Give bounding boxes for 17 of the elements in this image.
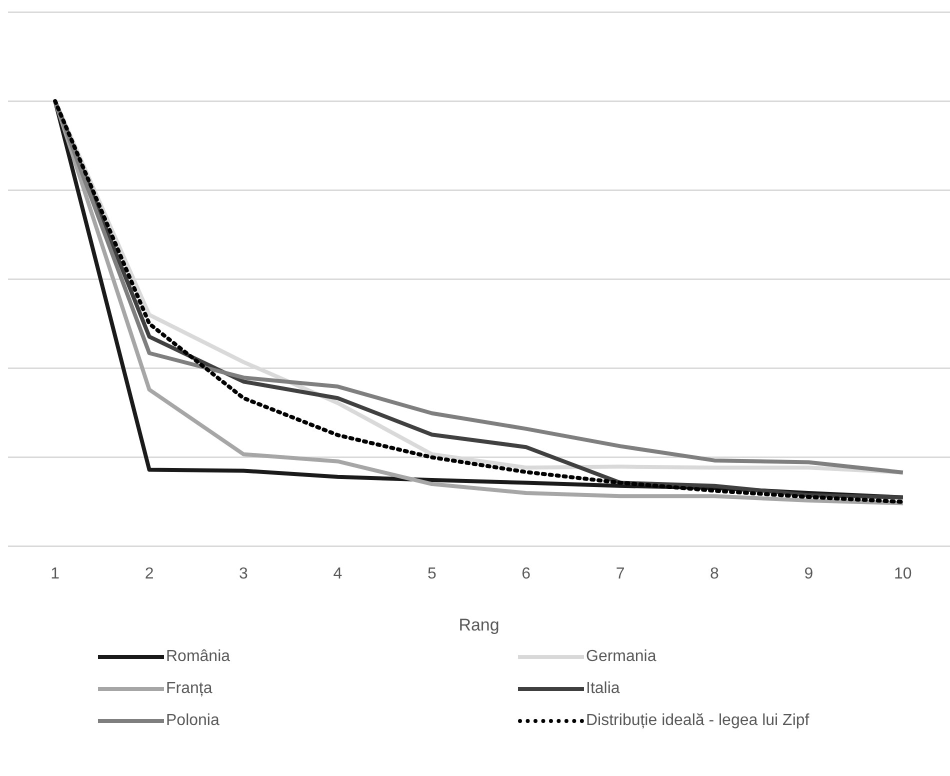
legend-label: Germania <box>586 648 656 666</box>
x-tick-label: 10 <box>894 565 912 582</box>
x-tick-label: 5 <box>427 565 436 582</box>
x-tick-label: 8 <box>710 565 720 582</box>
legend-label: Polonia <box>166 712 220 730</box>
legend-label: Distribuție ideală - legea lui Zipf <box>586 712 810 730</box>
legend-label: Italia <box>586 680 620 698</box>
x-tick-label: 7 <box>616 565 625 582</box>
legend-label: România <box>166 648 230 666</box>
legend-label: Franța <box>166 680 212 698</box>
x-tick-label: 3 <box>239 565 248 582</box>
x-tick-label: 1 <box>50 565 60 582</box>
x-axis-title: Rang <box>458 615 500 634</box>
x-tick-label: 6 <box>522 565 531 582</box>
x-tick-label: 4 <box>333 565 342 582</box>
x-tick-label: 2 <box>144 565 154 582</box>
x-tick-label: 9 <box>804 565 814 582</box>
